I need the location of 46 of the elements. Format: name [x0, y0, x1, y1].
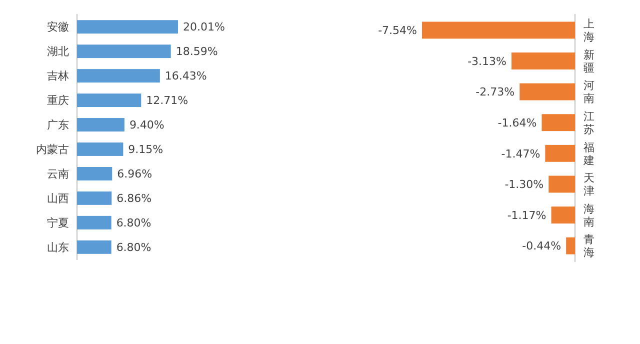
bar [77, 216, 112, 230]
bar [77, 191, 112, 205]
y-tick-label: 湖北 [47, 45, 69, 58]
y-tick-label: 新疆 [584, 48, 594, 74]
y-tick-label: 山东 [47, 241, 69, 254]
bar [77, 69, 160, 83]
data-label: -0.44% [522, 240, 562, 253]
bar [77, 142, 124, 156]
y-tick-label: 福建 [582, 140, 594, 167]
y-tick-label: 青海 [584, 233, 594, 260]
y-tick-label: 山西 [47, 192, 69, 206]
y-tick-label: 宁夏 [47, 216, 69, 230]
data-label: 9.40% [129, 118, 164, 132]
data-label: 6.80% [116, 216, 152, 230]
data-label: -3.13% [468, 54, 506, 68]
data-label: 18.59% [176, 45, 218, 58]
y-tick-label: 吉林 [47, 70, 69, 83]
y-tick-label: 安徽 [47, 20, 69, 34]
y-tick-label: 江苏 [584, 110, 594, 136]
data-label: 9.15% [128, 143, 164, 156]
bar [77, 240, 112, 254]
data-label: -1.64% [498, 116, 537, 130]
y-tick-label: 海南 [584, 202, 594, 228]
bar [77, 20, 178, 34]
y-tick-label: 云南 [47, 168, 69, 181]
data-label: 20.01% [183, 20, 225, 34]
data-label: -1.47% [501, 147, 540, 160]
data-label: -1.30% [504, 178, 544, 192]
bar [77, 166, 112, 180]
bar [77, 94, 142, 108]
data-label: 6.86% [116, 192, 152, 206]
y-tick-label: 天津 [584, 172, 594, 198]
bar [77, 118, 124, 132]
data-label: 6.96% [117, 168, 152, 181]
data-label: 12.71% [146, 94, 188, 108]
y-tick-label: 广东 [47, 118, 69, 132]
y-tick-label: 内蒙古 [36, 143, 69, 156]
bar [77, 44, 171, 58]
data-label: -1.17% [507, 208, 546, 222]
y-tick-label: 重庆 [47, 94, 69, 108]
y-tick-label: 上海 [584, 18, 594, 44]
data-label: 6.80% [116, 241, 152, 254]
data-label: -7.54% [378, 24, 417, 38]
data-label: 16.43% [164, 70, 207, 83]
y-tick-label: 河南 [584, 79, 594, 106]
data-label: -2.73% [476, 86, 515, 99]
